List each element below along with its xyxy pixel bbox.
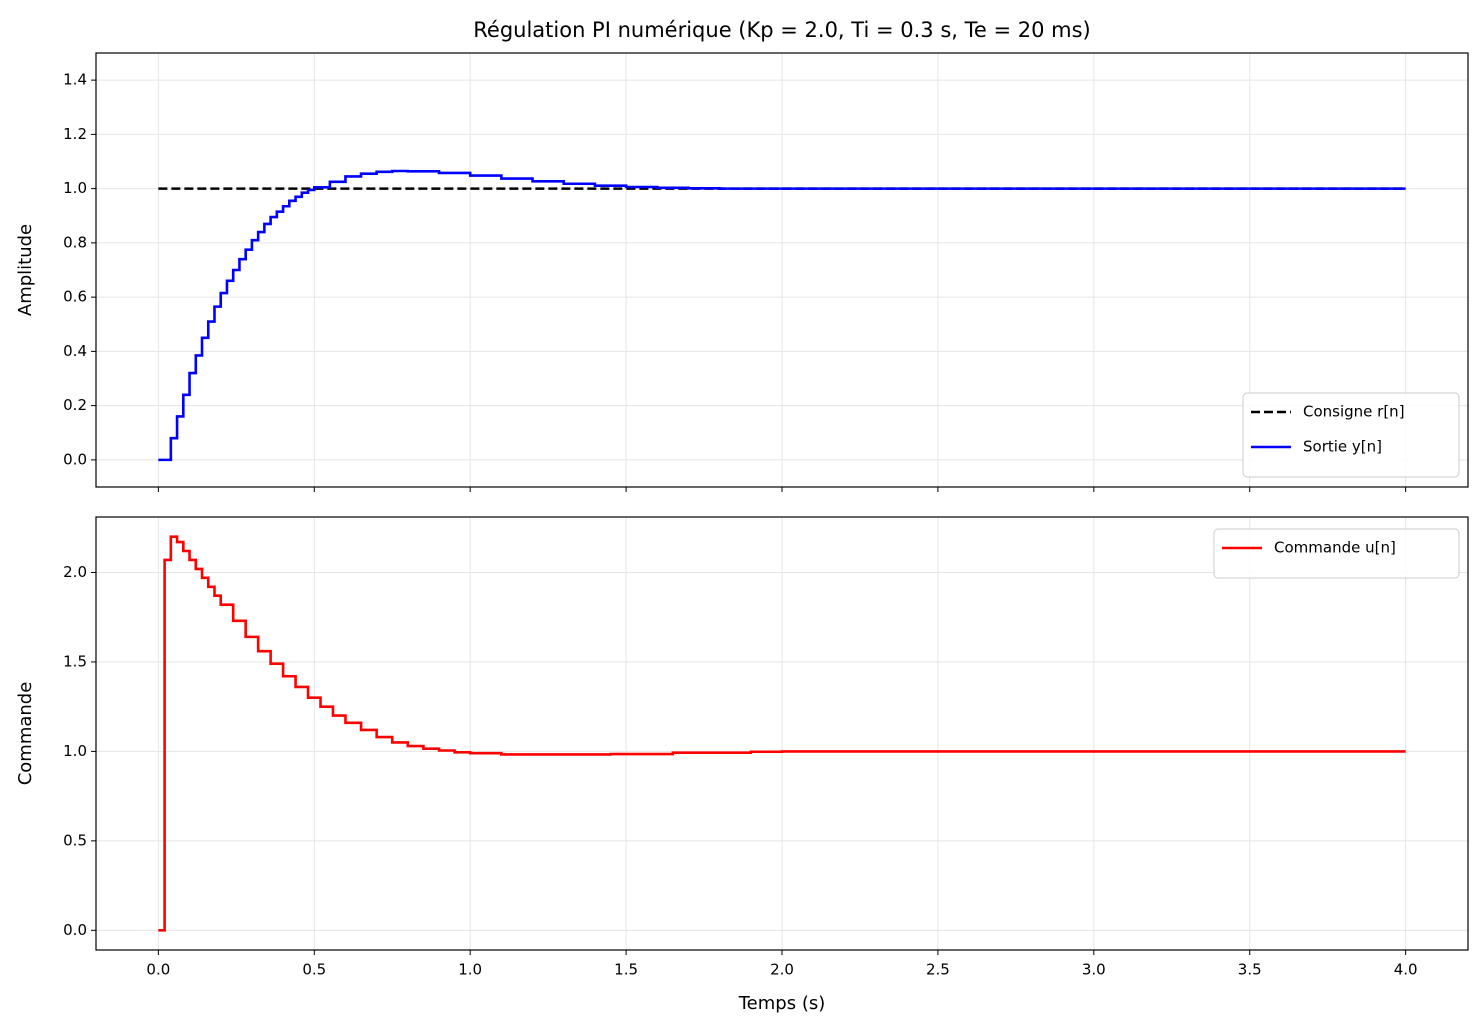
- x-tick-label: 2.5: [926, 961, 950, 979]
- series-line: [158, 535, 1406, 932]
- y-tick-label: 1.2: [63, 125, 87, 143]
- x-tick-label: 1.0: [458, 961, 482, 979]
- y-tick-label: 0.6: [63, 288, 87, 306]
- y-tick-label: 0.0: [63, 450, 87, 468]
- y-tick-label: 0.8: [63, 233, 87, 251]
- y-tick-label: 0.0: [63, 921, 87, 939]
- series-line: [158, 169, 1406, 462]
- y-tick-label: 0.4: [63, 342, 87, 360]
- x-tick-label: 3.0: [1082, 961, 1106, 979]
- y-tick-label: 1.4: [63, 71, 87, 89]
- y-tick-label: 1.0: [63, 179, 87, 197]
- axes-frame: [95, 516, 1469, 951]
- x-tick-label: 1.5: [614, 961, 638, 979]
- y-tick-label: 2.0: [63, 563, 87, 581]
- y-tick-label: 1.5: [63, 652, 87, 670]
- y-tick-label: 1.0: [63, 742, 87, 760]
- x-tick-label: 0.0: [146, 961, 170, 979]
- legend-label: Commande u[n]: [1274, 539, 1396, 557]
- y-tick-label: 0.5: [63, 831, 87, 849]
- x-tick-label: 0.5: [302, 961, 326, 979]
- x-tick-label: 2.0: [770, 961, 794, 979]
- y-tick-label: 0.2: [63, 396, 87, 414]
- legend-label: Sortie y[n]: [1303, 438, 1382, 456]
- x-tick-label: 4.0: [1394, 961, 1418, 979]
- legend-label: Consigne r[n]: [1303, 403, 1405, 421]
- y-axis-label: Amplitude: [15, 224, 36, 316]
- legend-box: [1242, 392, 1460, 478]
- legend-box: [1213, 528, 1460, 579]
- x-axis-label: Temps (s): [738, 993, 826, 1014]
- x-tick-label: 3.5: [1238, 961, 1262, 979]
- y-axis-label: Commande: [15, 682, 36, 786]
- chart-title: Régulation PI numérique (Kp = 2.0, Ti = …: [473, 18, 1090, 42]
- axes-frame: [95, 52, 1469, 488]
